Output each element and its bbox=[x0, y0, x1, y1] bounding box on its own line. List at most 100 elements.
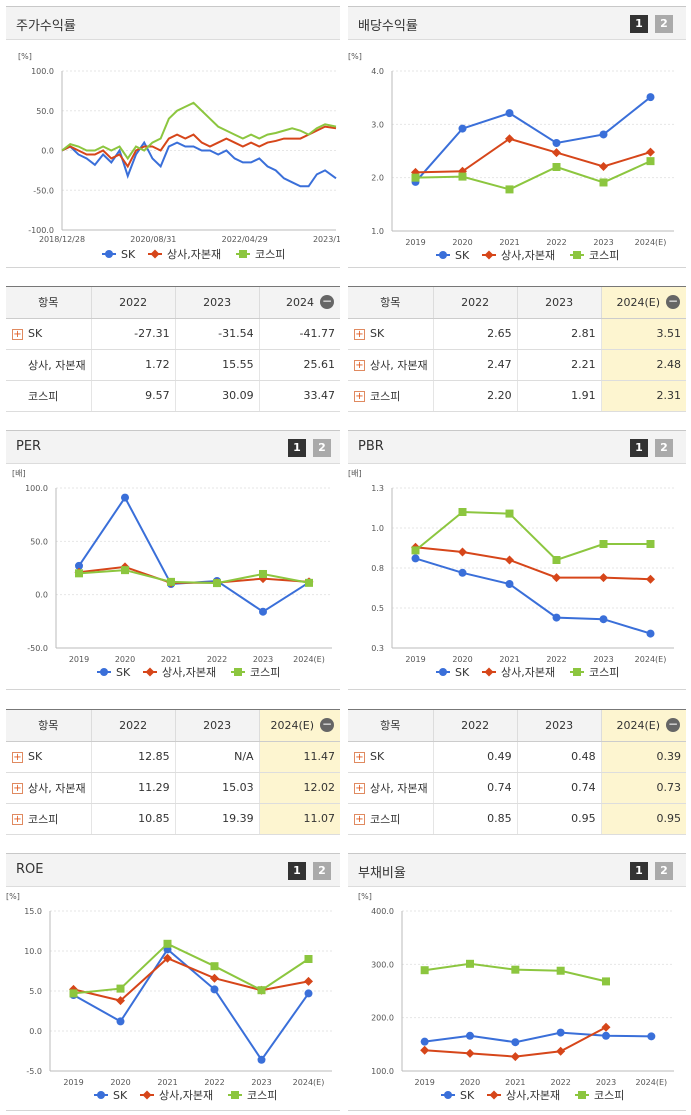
panel-title: 주가수익률 bbox=[16, 19, 76, 34]
legend-label: 코스피 bbox=[255, 248, 285, 261]
expand-icon[interactable]: + bbox=[12, 814, 23, 825]
data-point-circle bbox=[439, 251, 447, 259]
table-row: + 코스피 2.20 1.91 2.31 bbox=[348, 380, 686, 412]
y-tick-label: 300.0 bbox=[371, 960, 394, 969]
data-point-diamond bbox=[304, 976, 313, 986]
chart-type-2-button[interactable]: 2 bbox=[313, 439, 331, 457]
legend-label: 코스피 bbox=[589, 666, 619, 679]
data-point-square bbox=[213, 579, 221, 588]
data-point-circle bbox=[420, 1037, 429, 1046]
data-point-diamond bbox=[258, 574, 268, 584]
data-point-square bbox=[304, 955, 313, 963]
data-point-circle bbox=[511, 1038, 520, 1047]
data-point-square bbox=[466, 959, 474, 968]
legend-label: 상사,자본재 bbox=[501, 666, 555, 679]
data-point-diamond bbox=[556, 1046, 566, 1056]
legend-label: SK bbox=[121, 248, 136, 261]
data-point-circle bbox=[556, 1028, 565, 1037]
col-header-label: 2024 bbox=[286, 295, 314, 309]
series-line bbox=[415, 137, 651, 174]
data-point-diamond bbox=[510, 1052, 520, 1062]
value-cell: -27.31 bbox=[91, 318, 176, 350]
chart-type-2-button[interactable]: 2 bbox=[655, 439, 673, 457]
data-point-diamond bbox=[150, 249, 160, 259]
col-header-label: 2024(E) bbox=[616, 295, 660, 309]
series-line bbox=[414, 96, 652, 183]
chart-type-1-button[interactable]: 1 bbox=[288, 439, 306, 457]
y-axis-unit-label: [배] bbox=[348, 469, 362, 478]
data-point-diamond bbox=[458, 547, 467, 557]
data-point-square bbox=[646, 540, 655, 548]
series-line bbox=[424, 1031, 652, 1044]
row-name-cell: + 상사, 자본재 bbox=[348, 772, 434, 804]
x-tick-label: 2019 bbox=[405, 655, 425, 664]
legend-label: 상사,자본재 bbox=[506, 1089, 560, 1102]
series-line bbox=[414, 510, 651, 562]
x-tick-label: 2022 bbox=[546, 238, 566, 247]
series-line bbox=[78, 569, 310, 585]
x-tick-label: 2020 bbox=[452, 238, 472, 247]
chart-type-1-button[interactable]: 1 bbox=[630, 439, 648, 457]
table-row: + 코스피 10.85 19.39 11.07 bbox=[6, 803, 340, 835]
data-point-diamond bbox=[465, 1048, 475, 1058]
expand-icon[interactable]: + bbox=[354, 783, 365, 794]
y-axis-unit-label: [%] bbox=[348, 52, 362, 61]
value-cell: 11.29 bbox=[91, 772, 176, 804]
value-cell: 30.09 bbox=[175, 380, 260, 412]
expand-icon[interactable]: + bbox=[354, 391, 365, 402]
row-name-cell: + SK bbox=[6, 741, 92, 773]
y-tick-label: 1.0 bbox=[371, 524, 384, 533]
stock-return-table: 항목 2022 2023 2024− + SK -27.31 -31.54 -41… bbox=[6, 286, 340, 412]
collapse-icon[interactable]: − bbox=[320, 294, 334, 309]
collapse-icon[interactable]: − bbox=[666, 717, 680, 732]
expand-icon[interactable]: + bbox=[354, 328, 365, 340]
chart-type-2-button[interactable]: 2 bbox=[655, 862, 673, 880]
chart-type-1-button[interactable]: 1 bbox=[630, 862, 648, 880]
data-point-diamond bbox=[552, 148, 561, 158]
data-point-circle bbox=[105, 250, 113, 258]
expand-icon[interactable]: + bbox=[12, 751, 23, 763]
chart-type-2-button[interactable]: 2 bbox=[655, 15, 673, 33]
legend-label: 코스피 bbox=[250, 666, 280, 679]
value-cell: 2.65 bbox=[433, 318, 518, 350]
panel-title: 배당수익률 bbox=[358, 19, 418, 34]
table-header-row: 항목 2022 2023 2024(E) − bbox=[6, 710, 340, 742]
row-name-cell: + 상사, 자본재 bbox=[6, 772, 92, 804]
data-point-square bbox=[578, 1091, 586, 1099]
chart-type-2-button[interactable]: 2 bbox=[313, 862, 331, 880]
data-point-diamond bbox=[599, 573, 608, 583]
y-tick-label: 0.5 bbox=[371, 604, 384, 613]
y-axis-unit-label: [%] bbox=[18, 52, 32, 61]
chart-type-1-button[interactable]: 1 bbox=[288, 862, 306, 880]
per-table: 항목 2022 2023 2024(E) − + SK 12.85 N/A 11.4… bbox=[6, 709, 340, 835]
data-point-circle bbox=[466, 1031, 474, 1040]
expand-icon[interactable]: + bbox=[354, 360, 365, 371]
x-tick-label: 2021 bbox=[499, 238, 519, 247]
panel-header: 배당수익률 1 2 bbox=[348, 6, 686, 40]
value-cell: 12.85 bbox=[91, 741, 176, 773]
data-point-diamond bbox=[646, 147, 655, 157]
col-header: 2023 bbox=[175, 287, 260, 319]
col-header: 2022 bbox=[433, 710, 518, 742]
chart-type-1-button[interactable]: 1 bbox=[630, 15, 648, 33]
col-header-label: 2024(E) bbox=[616, 718, 660, 732]
value-cell: 0.39 bbox=[601, 741, 686, 773]
value-cell: 0.74 bbox=[433, 772, 518, 804]
value-cell: 2.31 bbox=[601, 380, 686, 412]
row-name: 코스피 bbox=[370, 389, 401, 403]
row-name-cell: + 코스피 bbox=[348, 803, 434, 835]
value-cell: 11.47 bbox=[259, 741, 340, 773]
expand-icon[interactable]: + bbox=[12, 783, 23, 794]
expand-icon[interactable]: + bbox=[354, 751, 365, 763]
data-point-square bbox=[234, 668, 242, 676]
value-cell: 0.85 bbox=[433, 803, 518, 835]
value-cell: -41.77 bbox=[259, 318, 340, 350]
expand-icon[interactable]: + bbox=[354, 814, 365, 825]
y-tick-label: 4.0 bbox=[371, 67, 384, 76]
y-tick-label: 2.0 bbox=[371, 174, 384, 183]
collapse-icon[interactable]: − bbox=[320, 717, 334, 732]
value-cell: 15.03 bbox=[175, 772, 260, 804]
collapse-icon[interactable]: − bbox=[666, 294, 680, 309]
expand-icon[interactable]: + bbox=[12, 328, 23, 340]
